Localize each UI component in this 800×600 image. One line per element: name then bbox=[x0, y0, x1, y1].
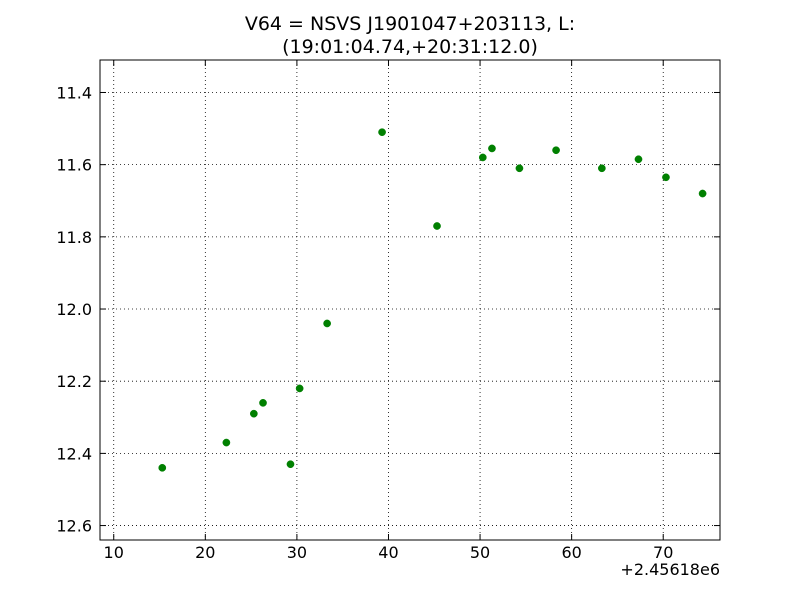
data-point bbox=[378, 128, 386, 137]
data-point bbox=[259, 399, 267, 407]
x-tick-label: 60 bbox=[561, 543, 581, 562]
y-tick-label: 12.2 bbox=[56, 372, 92, 391]
axis-ticks: 10 20 30 40 50 60 70 11.4 11.6 11.8 12.0 12.2 12.4 12… bbox=[56, 60, 720, 562]
data-points bbox=[158, 128, 707, 472]
x-tick-label: 50 bbox=[470, 543, 490, 562]
data-point bbox=[552, 146, 560, 155]
grid-lines bbox=[100, 60, 720, 540]
x-offset-label: +2.45618e6 bbox=[620, 560, 720, 579]
x-tick-label: 20 bbox=[195, 543, 215, 562]
y-tick-label: 12.0 bbox=[56, 300, 92, 319]
data-point bbox=[222, 438, 231, 447]
y-tick-label: 11.4 bbox=[56, 83, 92, 102]
data-point bbox=[662, 173, 670, 182]
data-point bbox=[515, 164, 524, 173]
x-tick-label: 70 bbox=[653, 543, 673, 562]
x-tick-label: 40 bbox=[378, 543, 398, 562]
plot-area bbox=[100, 60, 720, 540]
data-point bbox=[634, 155, 643, 164]
data-point bbox=[323, 319, 331, 328]
x-tick-label: 10 bbox=[104, 543, 124, 562]
y-tick-label: 12.4 bbox=[56, 444, 92, 463]
y-tick-label: 12.6 bbox=[56, 517, 92, 536]
data-point bbox=[158, 463, 167, 472]
data-point bbox=[250, 409, 258, 418]
data-point bbox=[433, 222, 441, 230]
data-point bbox=[598, 164, 606, 173]
data-point bbox=[295, 384, 304, 393]
chart-title-line-2: (19:01:04.74,+20:31:12.0) bbox=[282, 36, 538, 58]
plot-frame bbox=[99, 59, 721, 541]
x-tick-label: 30 bbox=[287, 543, 307, 562]
chart-title-line-1: V64 = NSVS J1901047+203113, L: bbox=[245, 13, 575, 35]
data-point bbox=[698, 189, 707, 198]
data-point bbox=[488, 144, 496, 153]
data-point bbox=[478, 153, 487, 162]
y-tick-label: 11.8 bbox=[56, 228, 92, 247]
data-point bbox=[286, 460, 295, 469]
y-tick-label: 11.6 bbox=[56, 156, 92, 175]
